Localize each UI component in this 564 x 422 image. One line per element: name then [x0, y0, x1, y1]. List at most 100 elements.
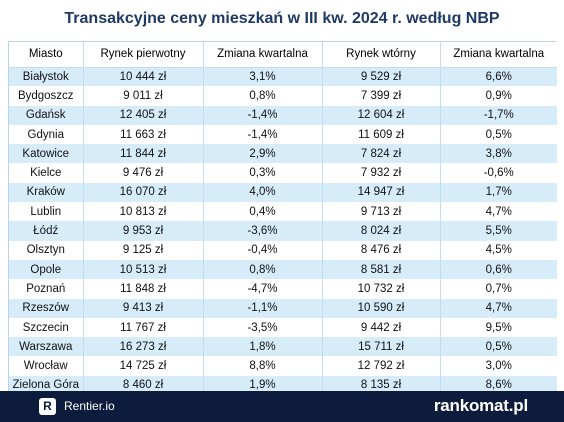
- table-row: Katowice 11 844 zł 2,9% 7 824 zł 3,8%: [9, 144, 557, 164]
- table-row: Łódź 9 953 zł -3,6% 8 024 zł 5,5%: [9, 221, 557, 241]
- cell-secondary-price: 9 442 zł: [322, 317, 441, 338]
- cell-secondary-change: 4,7%: [440, 202, 557, 222]
- cell-primary-price: 8 460 zł: [83, 375, 204, 396]
- cell-primary-price: 9 011 zł: [83, 86, 204, 106]
- cell-primary-price: 11 663 zł: [83, 124, 204, 145]
- cell-city: Szczecin: [9, 317, 84, 338]
- cell-secondary-change: 8,6%: [440, 375, 557, 396]
- column-header-city: Miasto: [9, 42, 84, 68]
- cell-primary-price: 9 953 zł: [83, 221, 204, 241]
- cell-city: Warszawa: [9, 337, 84, 357]
- cell-primary-change: 1,8%: [203, 337, 323, 357]
- cell-primary-change: -3,5%: [203, 317, 323, 338]
- table-row: Rzeszów 9 413 zł -1,1% 10 590 zł 4,7%: [9, 298, 557, 318]
- cell-primary-price: 11 848 zł: [83, 279, 204, 299]
- cell-city: Kielce: [9, 163, 84, 183]
- cell-primary-price: 9 413 zł: [83, 298, 204, 318]
- table-row: Szczecin 11 767 zł -3,5% 9 442 zł 9,5%: [9, 317, 557, 338]
- cell-primary-change: -1,4%: [203, 105, 323, 125]
- table-row: Białystok 10 444 zł 3,1% 9 529 zł 6,6%: [9, 67, 557, 87]
- table-body: Białystok 10 444 zł 3,1% 9 529 zł 6,6% Bydgos…: [9, 67, 557, 396]
- table-row: Gdynia 11 663 zł -1,4% 11 609 zł 0,5%: [9, 124, 557, 145]
- table-row: Opole 10 513 zł 0,8% 8 581 zł 0,6%: [9, 259, 557, 280]
- table-row: Bydgoszcz 9 011 zł 0,8% 7 399 zł 0,9%: [9, 86, 557, 106]
- table-row: Wrocław 14 725 zł 8,8% 12 792 zł 3,0%: [9, 356, 557, 376]
- cell-primary-change: -1,4%: [203, 124, 323, 145]
- cell-secondary-change: 0,5%: [440, 124, 557, 145]
- cell-primary-price: 10 513 zł: [83, 259, 204, 280]
- cell-secondary-price: 7 824 zł: [322, 144, 441, 164]
- cell-primary-change: -1,1%: [203, 298, 323, 318]
- cell-primary-change: 3,1%: [203, 67, 323, 87]
- cell-secondary-price: 7 399 zł: [322, 86, 441, 106]
- cell-primary-change: 0,8%: [203, 259, 323, 280]
- cell-secondary-price: 10 732 zł: [322, 279, 441, 299]
- cell-city: Katowice: [9, 144, 84, 164]
- cell-primary-price: 11 767 zł: [83, 317, 204, 338]
- cell-city: Opole: [9, 259, 84, 280]
- cell-secondary-change: -0,6%: [440, 163, 557, 183]
- cell-primary-price: 16 070 zł: [83, 182, 204, 203]
- cell-secondary-change: 0,7%: [440, 279, 557, 299]
- cell-secondary-price: 9 529 zł: [322, 67, 441, 87]
- cell-primary-change: -3,6%: [203, 221, 323, 241]
- table-row: Kielce 9 476 zł 0,3% 7 932 zł -0,6%: [9, 163, 557, 183]
- table-row: Zielona Góra 8 460 zł 1,9% 8 135 zł 8,6%: [9, 375, 557, 396]
- column-header-secondary-change: Zmiana kwartalna: [440, 42, 557, 68]
- cell-secondary-change: 6,6%: [440, 67, 557, 87]
- cell-primary-price: 9 125 zł: [83, 240, 204, 260]
- rentier-label: Rentier.io: [64, 399, 115, 413]
- cell-secondary-change: -1,7%: [440, 105, 557, 125]
- cell-primary-change: -4,7%: [203, 279, 323, 299]
- cell-secondary-change: 1,7%: [440, 182, 557, 203]
- cell-secondary-change: 5,5%: [440, 221, 557, 241]
- cell-secondary-price: 8 581 zł: [322, 259, 441, 280]
- cell-secondary-price: 14 947 zł: [322, 182, 441, 203]
- cell-primary-change: 8,8%: [203, 356, 323, 376]
- footer-bar: R Rentier.io rankomat.pl: [0, 391, 564, 422]
- column-header-primary-change: Zmiana kwartalna: [203, 42, 323, 68]
- cell-secondary-change: 4,5%: [440, 240, 557, 260]
- cell-city: Olsztyn: [9, 240, 84, 260]
- cell-city: Gdynia: [9, 124, 84, 145]
- cell-secondary-change: 0,6%: [440, 259, 557, 280]
- cell-secondary-price: 12 792 zł: [322, 356, 441, 376]
- cell-city: Gdańsk: [9, 105, 84, 125]
- cell-primary-change: 4,0%: [203, 182, 323, 203]
- cell-primary-change: 2,9%: [203, 144, 323, 164]
- cell-secondary-price: 9 713 zł: [322, 202, 441, 222]
- page-title: Transakcyjne ceny mieszkań w III kw. 202…: [64, 10, 500, 27]
- cell-primary-change: -0,4%: [203, 240, 323, 260]
- cell-primary-change: 0,8%: [203, 86, 323, 106]
- cell-secondary-change: 9,5%: [440, 317, 557, 338]
- rentier-logo-icon: R: [39, 398, 56, 415]
- cell-primary-change: 1,9%: [203, 375, 323, 396]
- table-row: Lublin 10 813 zł 0,4% 9 713 zł 4,7%: [9, 202, 557, 222]
- cell-secondary-change: 3,0%: [440, 356, 557, 376]
- cell-primary-price: 9 476 zł: [83, 163, 204, 183]
- cell-secondary-price: 12 604 zł: [322, 105, 441, 125]
- cell-city: Kraków: [9, 182, 84, 203]
- rankomat-logo: rankomat.pl: [433, 396, 528, 415]
- table-row: Warszawa 16 273 zł 1,8% 15 711 zł 0,5%: [9, 337, 557, 357]
- cell-primary-change: 0,3%: [203, 163, 323, 183]
- cell-primary-price: 12 405 zł: [83, 105, 204, 125]
- cell-city: Białystok: [9, 67, 84, 87]
- cell-primary-price: 10 813 zł: [83, 202, 204, 222]
- price-table: Miasto Rynek pierwotny Zmiana kwartalna …: [9, 42, 557, 396]
- cell-secondary-price: 11 609 zł: [322, 124, 441, 145]
- cell-primary-change: 0,4%: [203, 202, 323, 222]
- cell-primary-price: 16 273 zł: [83, 337, 204, 357]
- cell-secondary-change: 0,9%: [440, 86, 557, 106]
- cell-city: Lublin: [9, 202, 84, 222]
- table-row: Kraków 16 070 zł 4,0% 14 947 zł 1,7%: [9, 182, 557, 203]
- table-row: Gdańsk 12 405 zł -1,4% 12 604 zł -1,7%: [9, 105, 557, 125]
- cell-city: Zielona Góra: [9, 375, 84, 396]
- cell-secondary-change: 4,7%: [440, 298, 557, 318]
- cell-city: Łódź: [9, 221, 84, 241]
- cell-secondary-price: 8 135 zł: [322, 375, 441, 396]
- cell-city: Rzeszów: [9, 298, 84, 318]
- column-header-secondary-market: Rynek wtórny: [322, 42, 441, 68]
- price-table-container: Miasto Rynek pierwotny Zmiana kwartalna …: [8, 41, 557, 397]
- cell-city: Wrocław: [9, 356, 84, 376]
